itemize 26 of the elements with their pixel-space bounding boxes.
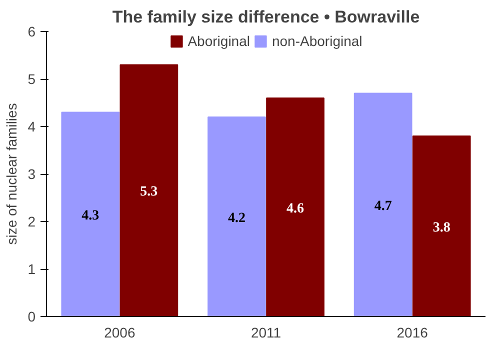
bar — [412, 136, 471, 316]
y-tick-label: 1 — [28, 261, 36, 277]
y-tick-label: 4 — [28, 118, 36, 134]
x-tick-label: 2011 — [250, 324, 282, 340]
bar — [208, 116, 266, 316]
y-tick-label: 0 — [28, 308, 36, 324]
data-label: 4.6 — [286, 201, 304, 216]
x-tick-label: 2016 — [396, 324, 428, 340]
data-label: 4.7 — [374, 198, 392, 214]
y-tick-label: 5 — [28, 71, 36, 87]
data-label: 3.8 — [432, 220, 450, 236]
bar — [354, 92, 412, 316]
y-tick-label: 6 — [28, 24, 36, 40]
y-tick-label: 2 — [28, 214, 36, 230]
legend-label: non-Aboriginal — [272, 33, 362, 49]
x-tick-label: 2006 — [104, 324, 136, 340]
data-label: 4.3 — [82, 208, 100, 224]
bar — [266, 98, 324, 316]
data-label: 4.2 — [228, 210, 246, 226]
legend-label: Aboriginal — [188, 33, 250, 49]
bar — [120, 64, 178, 316]
bar — [61, 112, 120, 316]
y-axis-title: size of nuclear families — [4, 103, 20, 245]
data-label: 5.3 — [140, 184, 158, 200]
chart-title: The family size difference • Bowraville — [112, 8, 420, 26]
y-tick-label: 3 — [28, 166, 36, 182]
